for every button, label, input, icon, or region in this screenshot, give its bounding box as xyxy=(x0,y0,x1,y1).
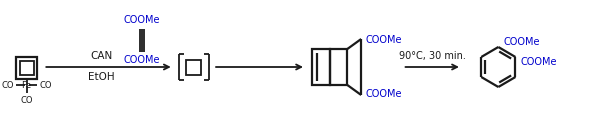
Text: EtOH: EtOH xyxy=(88,72,115,82)
Text: COOMe: COOMe xyxy=(520,57,557,67)
Text: Fe: Fe xyxy=(22,81,32,90)
Bar xyxy=(312,49,329,85)
Text: COOMe: COOMe xyxy=(365,35,401,45)
Text: COOMe: COOMe xyxy=(124,15,160,25)
Bar xyxy=(329,49,347,85)
Text: CO: CO xyxy=(1,81,14,90)
Bar xyxy=(187,59,201,75)
Bar xyxy=(20,61,34,75)
Text: COOMe: COOMe xyxy=(124,55,160,65)
Text: CO: CO xyxy=(40,81,52,90)
Bar xyxy=(16,57,37,79)
Text: 90°C, 30 min.: 90°C, 30 min. xyxy=(399,51,466,61)
Text: CO: CO xyxy=(20,96,33,105)
Text: COOMe: COOMe xyxy=(365,89,401,99)
Text: COOMe: COOMe xyxy=(503,37,540,47)
Text: CAN: CAN xyxy=(91,51,113,61)
